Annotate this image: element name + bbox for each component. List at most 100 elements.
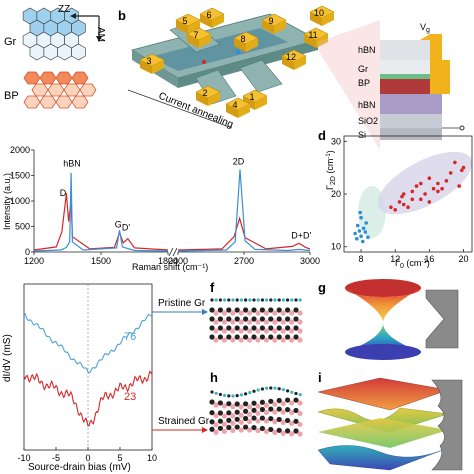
bp-atom <box>251 307 257 313</box>
bp-atom <box>243 401 249 407</box>
bp-atom <box>263 418 269 424</box>
bp-atom <box>255 427 261 434</box>
gr-atom <box>252 298 256 302</box>
contact-pad-front <box>294 56 306 70</box>
scatter-point <box>448 171 453 175</box>
contact-number: 6 <box>206 10 211 20</box>
scatter-point <box>419 181 423 186</box>
raman-series-right <box>177 216 311 251</box>
bp-atom <box>221 319 227 325</box>
bp-atom <box>259 399 265 405</box>
bp-atom <box>263 409 269 416</box>
bp-atom <box>293 307 299 313</box>
curve-label-23: 23 <box>124 391 136 403</box>
bp-atom <box>285 397 291 403</box>
bp-atom <box>285 316 291 322</box>
bp-atom <box>226 334 232 340</box>
bp-atom <box>226 307 232 313</box>
bp-atom <box>234 325 240 331</box>
bp-atom <box>259 325 265 331</box>
modulated-dos-shape <box>431 379 463 471</box>
bp-atom <box>221 337 227 343</box>
scatter-point <box>436 189 440 194</box>
scatter-point <box>359 215 363 220</box>
layer-label: SiO2 <box>358 116 378 126</box>
gr-atom <box>218 298 222 302</box>
pristine-arrowhead <box>202 309 208 315</box>
bp-atom <box>297 400 303 406</box>
d-xlabel: Γ0 (cm-1) <box>395 258 430 270</box>
bp-atom <box>255 310 261 316</box>
gr-atom <box>286 298 290 302</box>
gr-atom <box>294 298 298 302</box>
bp-atom <box>238 319 244 325</box>
contact-pad-side <box>226 104 238 118</box>
bp-atom <box>209 419 215 425</box>
bp-atom <box>243 316 249 322</box>
gr-atom <box>227 298 231 302</box>
bp-atom <box>259 406 265 413</box>
scatter-point <box>366 235 370 239</box>
layer-stack <box>380 34 450 140</box>
gr-atom <box>265 298 269 302</box>
scatter-point <box>357 229 362 233</box>
bp-atom <box>259 334 265 340</box>
bp-atom <box>285 325 291 331</box>
y-tick-label: 0 <box>25 247 30 257</box>
bp-atom <box>297 310 303 316</box>
x-tick-label: 1500 <box>91 256 111 266</box>
bp-atom <box>230 413 236 419</box>
bp-atom <box>276 427 282 433</box>
bp-lattice <box>23 71 97 109</box>
bp-atom <box>226 401 232 407</box>
e-xlabel: Source-drain bias (mV) <box>28 462 131 473</box>
contact-pad-front <box>212 14 224 28</box>
bp-atom <box>234 424 240 430</box>
scatter-point <box>393 208 398 212</box>
contact-pad-front <box>199 34 211 48</box>
bp-atom <box>289 409 295 416</box>
gr-atom <box>239 393 243 397</box>
bp-atom <box>238 412 244 418</box>
bp-atom <box>276 316 282 322</box>
bp-label: BP <box>4 90 19 102</box>
panel-f: f Pristine Gr <box>152 280 303 343</box>
bp-atom <box>221 328 227 334</box>
contact-pad-front <box>152 60 164 74</box>
bp-atom <box>268 398 274 404</box>
bp-atom <box>272 337 278 343</box>
pristine-gr-label: Pristine Gr <box>158 298 206 309</box>
bp-atom <box>297 319 303 325</box>
bp-atom <box>251 415 257 421</box>
scatter-point <box>419 197 423 202</box>
y-tick-label: 30 <box>331 136 341 146</box>
bp-atom <box>280 328 286 334</box>
bp-atom <box>293 397 299 403</box>
bp-atom <box>263 328 269 334</box>
bp-atom <box>268 406 274 412</box>
gr-atom <box>260 387 264 391</box>
contact-pad-side <box>140 60 152 74</box>
bp-atom <box>247 319 253 325</box>
contact-pad-side <box>243 96 255 110</box>
red-cluster-highlight <box>377 151 473 215</box>
bp-atom <box>247 418 253 425</box>
bp-atom <box>226 424 232 431</box>
bp-atom <box>276 325 282 331</box>
axis-break <box>172 247 178 257</box>
scatter-point <box>431 186 436 191</box>
scatter-point <box>414 184 419 188</box>
gr-atom <box>239 298 243 302</box>
scatter-point <box>397 200 402 204</box>
bp-atom <box>297 431 303 437</box>
bp-atom <box>268 307 274 313</box>
e-ylabel: dI/dV (mS) <box>2 334 13 382</box>
y-tick-label: 20 <box>331 189 341 199</box>
bp-atom <box>238 310 244 316</box>
peak-label: hBN <box>63 158 81 168</box>
scatter-point <box>410 197 415 202</box>
panel-a: Gr BP ZZ AM <box>4 4 106 109</box>
layer-label: Gr <box>358 64 368 74</box>
contact-pad-side <box>234 38 246 52</box>
